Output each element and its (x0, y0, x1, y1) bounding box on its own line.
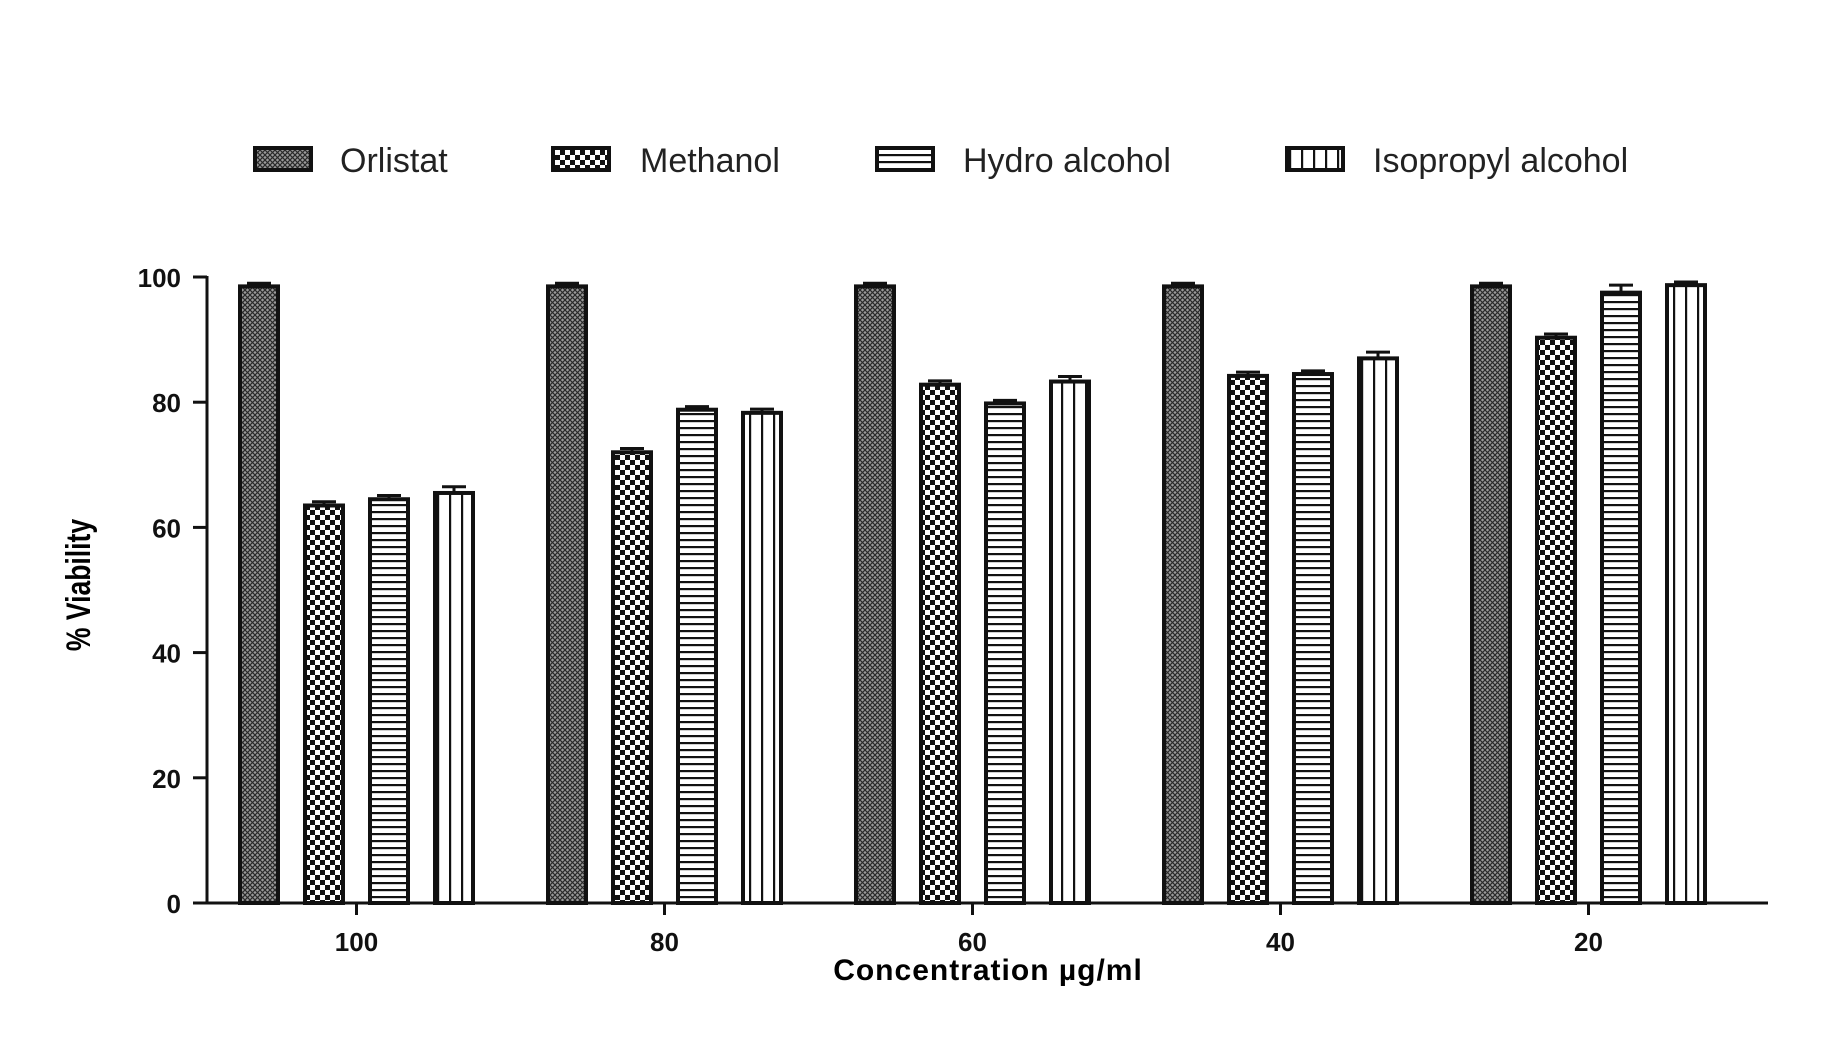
y-tick-label: 40 (152, 639, 181, 669)
x-tick-label: 20 (1574, 927, 1603, 957)
legend-swatch (1285, 146, 1345, 172)
y-tick-label: 100 (138, 263, 181, 293)
y-tick-label: 0 (167, 889, 181, 919)
bar (1665, 283, 1707, 905)
x-axis: 100 80 60 40 20 (206, 901, 1768, 957)
bar (1470, 284, 1512, 905)
legend-label: Methanol (640, 142, 780, 180)
bar (1227, 373, 1269, 905)
legend-swatch (253, 146, 313, 172)
y-axis: 0 20 40 60 80 100 (138, 263, 209, 919)
y-tick-label: 80 (152, 388, 181, 418)
legend-label: Hydro alcohol (963, 142, 1171, 180)
bar (1162, 284, 1204, 905)
bar (1292, 372, 1334, 905)
legend-swatch (551, 146, 611, 172)
legend-label: Isopropyl alcohol (1373, 142, 1628, 180)
legend-label: Orlistat (340, 142, 448, 180)
x-tick-label: 80 (650, 927, 679, 957)
bar (303, 503, 345, 905)
y-tick-label: 60 (152, 513, 181, 543)
bar (611, 450, 653, 905)
bar (1049, 379, 1091, 905)
bar (984, 401, 1026, 905)
bar (919, 382, 961, 905)
bar (433, 490, 475, 905)
x-tick-label: 100 (335, 927, 378, 957)
x-tick-label: 40 (1266, 927, 1295, 957)
x-tick-label: 60 (958, 927, 987, 957)
x-axis-label: Concentration µg/ml (833, 954, 1143, 987)
y-axis-label: % Viability (60, 519, 98, 651)
bars (238, 280, 1707, 905)
legend-swatch (875, 146, 935, 172)
bar (1535, 335, 1577, 905)
bar (1600, 290, 1642, 905)
bar (676, 407, 718, 905)
legend: Orlistat Methanol Hydro alcohol Isopropyl a… (253, 142, 1628, 180)
bar (546, 284, 588, 905)
bar (368, 497, 410, 905)
bar (854, 284, 896, 905)
bar (238, 284, 280, 905)
y-tick-label: 20 (152, 764, 181, 794)
bar (1357, 356, 1399, 905)
bar (741, 410, 783, 905)
